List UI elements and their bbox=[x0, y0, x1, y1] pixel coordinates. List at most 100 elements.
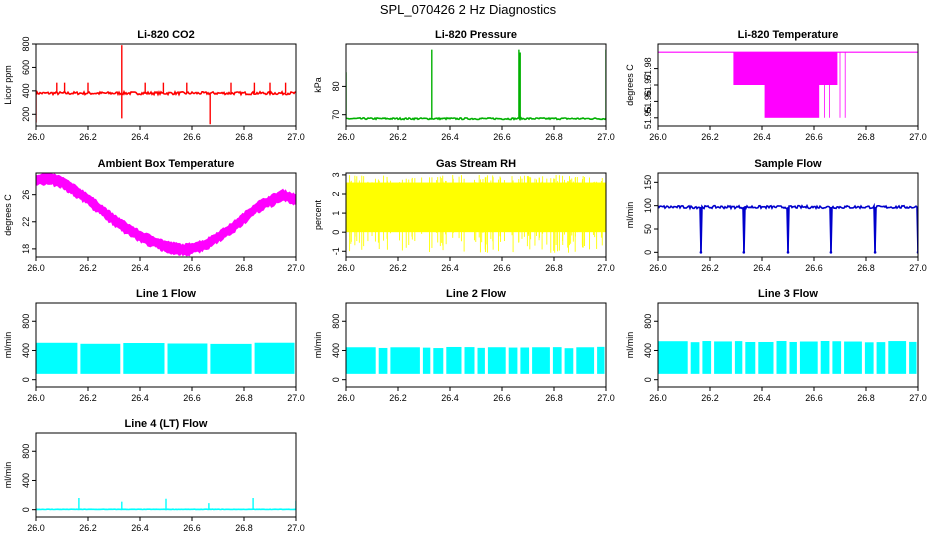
x-tick-label: 27.0 bbox=[597, 393, 615, 403]
chart-title: Gas Stream RH bbox=[436, 158, 516, 170]
flow-block bbox=[702, 341, 712, 374]
x-tick-label: 26.8 bbox=[857, 132, 875, 142]
x-tick-label: 26.6 bbox=[805, 263, 823, 273]
y-tick-label: 0 bbox=[331, 377, 341, 382]
flow-block bbox=[714, 341, 732, 374]
y-tick-label: 70 bbox=[331, 110, 341, 120]
x-tick-label: 26.8 bbox=[857, 263, 875, 273]
y-tick-label: 400 bbox=[21, 473, 31, 488]
y-axis-label: Licor ppm bbox=[3, 65, 13, 105]
temperature-band bbox=[36, 173, 296, 257]
plot-area bbox=[346, 174, 606, 253]
plot-area bbox=[346, 49, 606, 121]
x-tick-label: 26.6 bbox=[183, 523, 201, 533]
chart-title: Li-820 Pressure bbox=[435, 29, 517, 41]
chart-panel-9: Line 3 Flow ml/min 26.0 26.2 26.4 26.6 26.8 27.… bbox=[625, 288, 927, 403]
x-tick-label: 26.0 bbox=[27, 263, 45, 273]
flow-block bbox=[789, 341, 797, 374]
flow-block bbox=[520, 347, 530, 374]
y-tick-label: 800 bbox=[643, 314, 653, 329]
y-axis: 0 400 800 bbox=[21, 314, 36, 382]
x-axis: 26.0 26.2 26.4 26.6 26.8 27.0 bbox=[337, 387, 615, 403]
flow-block bbox=[508, 347, 518, 374]
x-tick-label: 26.0 bbox=[27, 132, 45, 142]
flow-block bbox=[80, 343, 121, 374]
y-tick-label: 800 bbox=[331, 314, 341, 329]
temperature-band bbox=[733, 52, 838, 85]
plot-frame bbox=[35, 43, 297, 127]
x-tick-label: 26.8 bbox=[235, 263, 253, 273]
x-tick-label: 26.2 bbox=[389, 132, 407, 142]
dip-point bbox=[742, 251, 746, 254]
chart-panel-8: Line 2 Flow ml/min 26.0 26.2 26.4 26.6 26.8 27.… bbox=[313, 288, 615, 403]
y-tick-label: 0 bbox=[643, 250, 653, 255]
x-axis: 26.0 26.2 26.4 26.6 26.8 27.0 bbox=[27, 517, 305, 533]
plot-frame bbox=[345, 172, 607, 258]
chart-panel-7: Line 1 Flow ml/min 26.0 26.2 26.4 26.6 26.8 27.… bbox=[3, 288, 305, 403]
x-axis: 26.0 26.2 26.4 26.6 26.8 27.0 bbox=[27, 387, 305, 403]
flow-block bbox=[464, 347, 475, 374]
x-tick-label: 27.0 bbox=[597, 263, 615, 273]
x-tick-label: 26.4 bbox=[441, 132, 459, 142]
x-tick-label: 26.2 bbox=[701, 393, 719, 403]
y-tick-label: 22 bbox=[21, 217, 31, 227]
chart-title: Line 2 Flow bbox=[446, 288, 506, 300]
flow-block bbox=[658, 341, 688, 374]
y-axis: -1 0 1 2 3 bbox=[331, 172, 346, 255]
y-tick-label: 3 bbox=[331, 172, 341, 177]
x-tick-label: 26.4 bbox=[131, 523, 149, 533]
y-axis-label: ml/min bbox=[3, 462, 13, 489]
chart-title: Line 3 Flow bbox=[758, 288, 818, 300]
plot-frame bbox=[345, 43, 607, 127]
flow-block bbox=[745, 341, 756, 374]
flow-block bbox=[844, 341, 862, 374]
x-tick-label: 26.4 bbox=[441, 393, 459, 403]
y-axis: 0 400 800 bbox=[21, 444, 36, 512]
chart-title: Line 4 (LT) Flow bbox=[125, 418, 208, 430]
y-tick-label: 2 bbox=[331, 191, 341, 196]
y-tick-label: 200 bbox=[21, 107, 31, 122]
flow-block bbox=[487, 347, 506, 374]
x-tick-label: 26.0 bbox=[337, 393, 355, 403]
y-tick-label: 400 bbox=[331, 343, 341, 358]
flow-block bbox=[167, 343, 208, 374]
x-tick-label: 26.2 bbox=[79, 263, 97, 273]
chart-title: Li-820 Temperature bbox=[738, 29, 839, 41]
plot-area bbox=[346, 346, 605, 374]
dip-point bbox=[786, 251, 790, 254]
plot-area bbox=[658, 51, 918, 118]
x-tick-label: 26.6 bbox=[183, 393, 201, 403]
flow-block bbox=[832, 341, 842, 374]
y-axis: 200 400 600 800 bbox=[21, 36, 36, 122]
flow-block bbox=[864, 342, 874, 374]
x-tick-label: 26.6 bbox=[493, 132, 511, 142]
x-tick-label: 26.8 bbox=[545, 132, 563, 142]
x-tick-label: 26.0 bbox=[649, 132, 667, 142]
x-tick-label: 26.8 bbox=[235, 132, 253, 142]
y-tick-label: 100 bbox=[643, 198, 653, 213]
y-tick-label: 600 bbox=[21, 60, 31, 75]
y-tick-label: -1 bbox=[331, 247, 341, 255]
x-tick-label: 26.6 bbox=[805, 132, 823, 142]
flow-block bbox=[254, 342, 295, 374]
flow-block bbox=[690, 342, 700, 374]
flow-block bbox=[909, 341, 917, 374]
x-tick-label: 26.2 bbox=[79, 132, 97, 142]
x-tick-label: 26.0 bbox=[337, 263, 355, 273]
x-tick-label: 27.0 bbox=[287, 263, 305, 273]
x-axis: 26.0 26.2 26.4 26.6 26.8 27.0 bbox=[27, 126, 305, 142]
flow-block bbox=[799, 341, 818, 374]
x-tick-label: 26.2 bbox=[701, 132, 719, 142]
chart-panel-5: Gas Stream RH percent 26.0 26.2 26.4 26.6 26.8… bbox=[313, 158, 615, 273]
y-axis-label: degrees C bbox=[3, 194, 13, 236]
y-tick-label: 50 bbox=[643, 224, 653, 234]
y-tick-label: 0 bbox=[21, 507, 31, 512]
x-tick-label: 26.4 bbox=[753, 132, 771, 142]
x-axis: 26.0 26.2 26.4 26.6 26.8 27.0 bbox=[649, 387, 927, 403]
x-tick-label: 26.4 bbox=[131, 263, 149, 273]
x-tick-label: 26.6 bbox=[805, 393, 823, 403]
y-tick-label: 800 bbox=[21, 444, 31, 459]
plot-area bbox=[658, 341, 917, 374]
flow-block bbox=[433, 348, 444, 374]
